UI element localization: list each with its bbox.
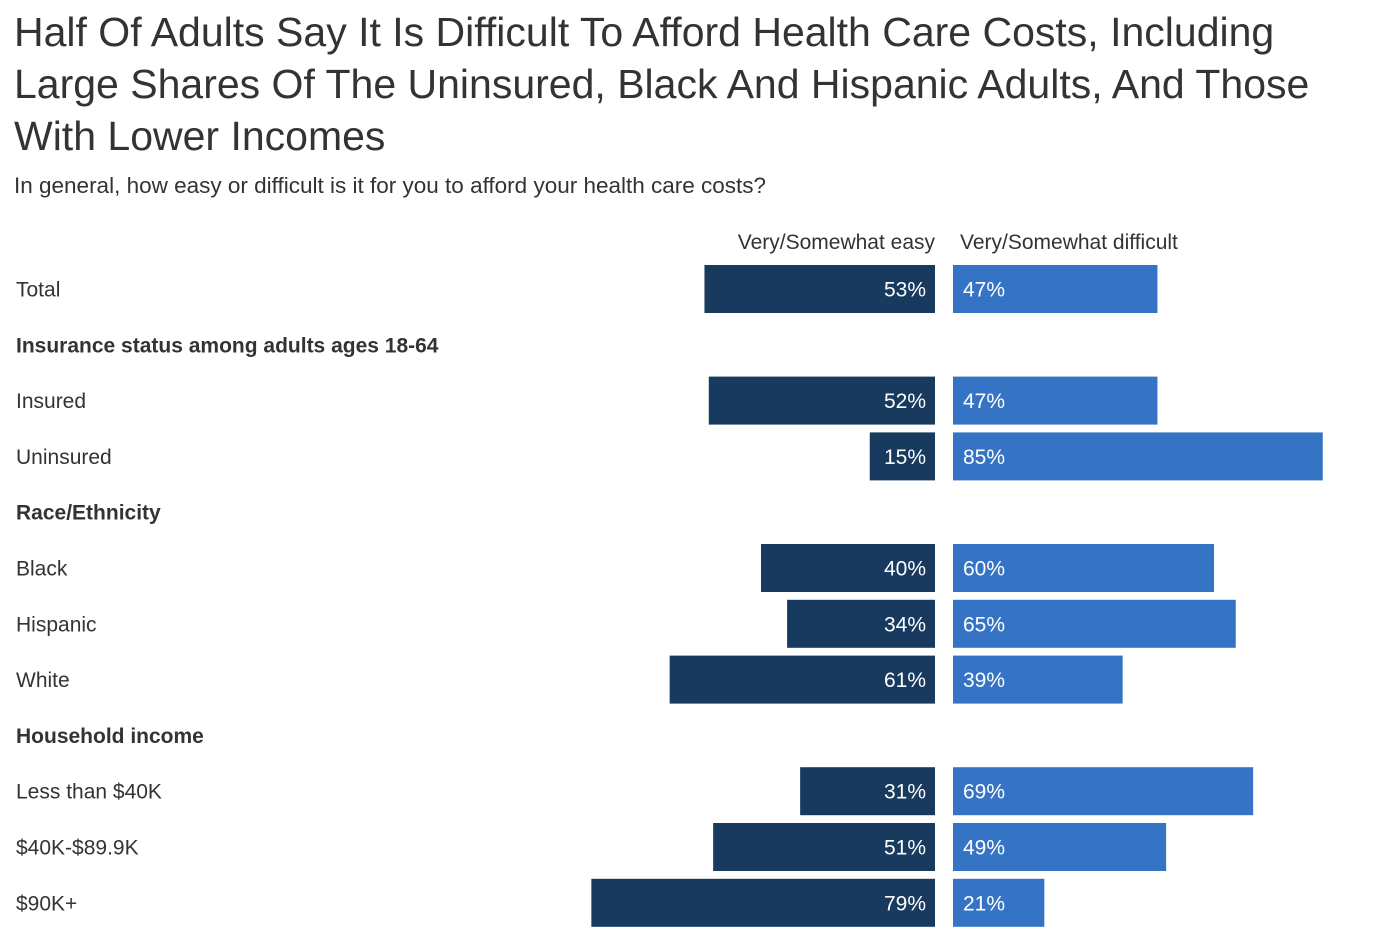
chart-title: Half Of Adults Say It Is Difficult To Af… [14,9,1310,159]
category-label-black: Black [16,558,68,581]
group-label-insurance-status-among-adults-ages-18-64: Insurance status among adults ages 18-64 [16,334,439,357]
bar-difficult-90k [953,878,1045,927]
category-label-less-than-40k: Less than $40K [16,781,162,804]
bar-difficult-white [953,655,1123,704]
bar-easy-90k [591,878,935,927]
category-label-40k-89-9k: $40K-$89.9K [16,837,139,860]
value-difficult-40k-89-9k: 49% [963,837,1005,860]
bar-easy-less-than-40k [800,767,935,816]
value-easy-insured: 52% [884,390,926,413]
category-label-uninsured: Uninsured [16,446,112,469]
category-label-insured: Insured [16,390,86,413]
value-difficult-insured: 47% [963,390,1005,413]
value-easy-hispanic: 34% [884,613,926,636]
bar-difficult-hispanic [953,599,1236,648]
category-label-total: Total [16,279,60,302]
bar-easy-40k-89-9k [713,823,935,871]
bar-easy-black [761,544,935,592]
chart-subtitle: In general, how easy or difficult is it … [14,173,767,198]
bar-easy-white [669,655,935,704]
value-easy-uninsured: 15% [884,446,926,469]
value-easy-less-than-40k: 31% [884,781,926,804]
legend-easy: Very/Somewhat easy [738,231,936,254]
bar-difficult-insured [953,376,1158,425]
value-difficult-90k: 21% [963,892,1005,915]
category-label-90k: $90K+ [16,892,77,915]
value-difficult-less-than-40k: 69% [963,781,1005,804]
value-difficult-total: 47% [963,279,1005,302]
legend-difficult: Very/Somewhat difficult [960,231,1178,254]
bar-difficult-black [953,544,1214,592]
value-difficult-hispanic: 65% [963,613,1005,636]
group-label-household-income: Household income [16,725,204,748]
category-label-hispanic: Hispanic [16,613,97,636]
group-label-race-ethnicity: Race/Ethnicity [16,502,161,525]
category-label-white: White [16,669,70,692]
bar-difficult-total [953,265,1158,313]
bar-easy-insured [708,376,935,425]
bar-difficult-less-than-40k [953,767,1254,816]
value-easy-total: 53% [884,279,926,302]
value-difficult-uninsured: 85% [963,446,1005,469]
value-difficult-white: 39% [963,669,1005,692]
bar-easy-hispanic [787,599,935,648]
value-easy-white: 61% [884,669,926,692]
bar-easy-uninsured [869,432,935,481]
bar-easy-total [704,265,935,313]
value-easy-40k-89-9k: 51% [884,837,926,860]
value-easy-90k: 79% [884,892,926,915]
bar-difficult-40k-89-9k [953,823,1167,871]
value-easy-black: 40% [884,558,926,581]
value-difficult-black: 60% [963,558,1005,581]
bar-difficult-uninsured [953,432,1323,481]
